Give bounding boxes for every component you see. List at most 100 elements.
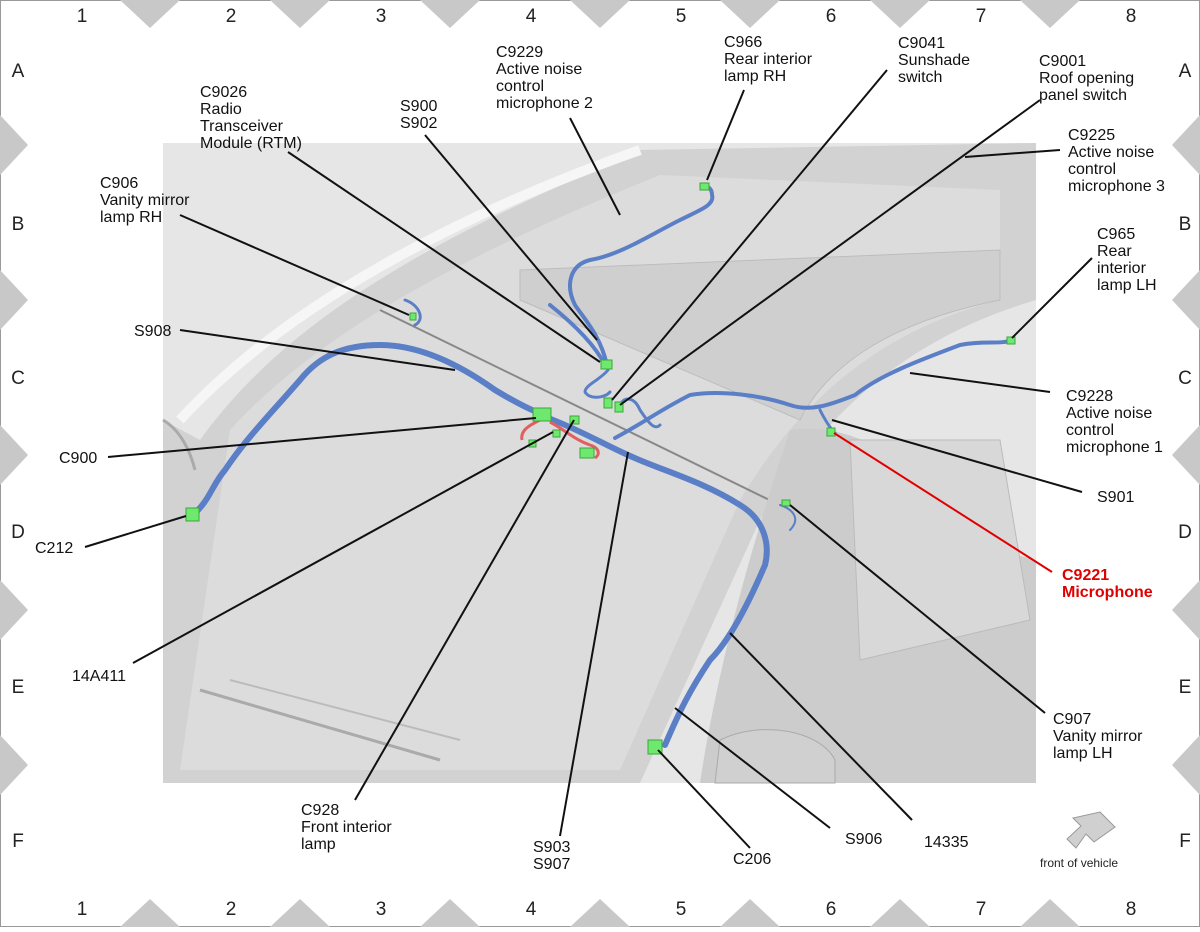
c9026-connector <box>600 359 613 370</box>
grid-col-2: 2 <box>225 6 237 27</box>
callout-s908-line1: S908 <box>134 323 172 340</box>
callout-c9001-line2: Roof opening <box>1039 70 1135 87</box>
callout-s900-line2: S902 <box>400 115 438 132</box>
grid-row-b: B <box>11 214 25 235</box>
grid-col-4: 4 <box>525 6 537 27</box>
callout-c907-line3: lamp LH <box>1053 745 1113 762</box>
callout-c9041-line3: switch <box>898 69 943 86</box>
callout-c9221: C9221 Microphone <box>1062 567 1153 601</box>
callout-c9041-line2: Sunshade <box>898 52 971 69</box>
callout-c900-line1: C900 <box>59 450 98 467</box>
callout-14a411: 14A411 <box>72 668 126 685</box>
c966-connector <box>699 182 710 191</box>
callout-c9026-line2: Radio <box>200 101 242 118</box>
callout-c9228-line4: microphone 1 <box>1066 439 1163 456</box>
callout-c965: C965 Rear interior lamp LH <box>1097 226 1157 294</box>
leader-lines <box>84 69 1093 849</box>
callout-s903-line2: S907 <box>533 856 571 873</box>
grid-col-1-bottom: 1 <box>76 899 88 920</box>
callout-c9225-line1: C9225 <box>1068 127 1116 144</box>
callout-c9229-line2: Active noise <box>496 61 583 78</box>
grid-col-6-bottom: 6 <box>825 899 837 920</box>
callout-c9228-line3: control <box>1066 422 1115 439</box>
callout-c928-line2: Front interior <box>301 819 392 836</box>
grid-col-8-bottom: 8 <box>1125 899 1137 920</box>
callout-c965-line3: interior <box>1097 260 1146 277</box>
grid-row-f-right: F <box>1179 831 1191 852</box>
grid-col-3: 3 <box>375 6 387 27</box>
c212-connector <box>185 507 200 522</box>
callout-s906: S906 <box>845 831 882 848</box>
grid-row-c: C <box>11 368 25 389</box>
callout-c9221-line1: C9221 <box>1062 567 1110 584</box>
callout-s900: S900 S902 <box>400 98 437 132</box>
front-arrow-icon <box>1066 811 1116 849</box>
c9221-leader-line <box>833 432 1053 573</box>
callout-c965-line4: lamp LH <box>1097 277 1157 294</box>
callout-s901: S901 <box>1097 489 1134 506</box>
grid-row-f: F <box>12 831 24 852</box>
callout-c9001: C9001 Roof opening panel switch <box>1039 53 1134 104</box>
grid-col-2-bottom: 2 <box>225 899 237 920</box>
grid-row-a-right: A <box>1178 61 1192 82</box>
c9221-connector <box>826 427 836 437</box>
grid-row-d: D <box>11 522 25 543</box>
callout-c9041-line1: C9041 <box>898 35 946 52</box>
grid-col-5: 5 <box>675 6 687 27</box>
callout-c906-line1: C906 <box>100 175 139 192</box>
callout-c9026-line1: C9026 <box>200 84 248 101</box>
grid-row-e-right: E <box>1178 677 1192 698</box>
callout-c9026-line3: Transceiver <box>200 118 283 135</box>
callout-c9001-line3: panel switch <box>1039 87 1128 104</box>
callout-c928: C928 Front interior lamp <box>301 802 392 853</box>
callout-14335-line1: 14335 <box>924 834 969 851</box>
callout-c9229-line1: C9229 <box>496 44 544 61</box>
callout-s900-line1: S900 <box>400 98 438 115</box>
callout-c9225-line2: Active noise <box>1068 144 1155 161</box>
callout-c928-line3: lamp <box>301 836 336 853</box>
c9041-connector <box>603 397 613 409</box>
callout-c966-line3: lamp RH <box>724 68 787 85</box>
callout-s906-line1: S906 <box>845 831 883 848</box>
grid-row-b-right: B <box>1178 214 1192 235</box>
callout-s908: S908 <box>134 323 171 340</box>
callout-c212-line1: C212 <box>35 540 74 557</box>
callout-c206: C206 <box>733 851 771 868</box>
grid-row-c-right: C <box>1178 368 1192 389</box>
callout-c907-line2: Vanity mirror <box>1053 728 1143 745</box>
callout-c965-line2: Rear <box>1097 243 1132 260</box>
grid-col-4-bottom: 4 <box>525 899 537 920</box>
callout-c9026: C9026 Radio Transceiver Module (RTM) <box>200 84 302 152</box>
callout-c906-line2: Vanity mirror <box>100 192 190 209</box>
callout-c907-line1: C907 <box>1053 711 1092 728</box>
grid-col-6: 6 <box>825 6 837 27</box>
callout-s901-line1: S901 <box>1097 489 1135 506</box>
callout-s903-line1: S903 <box>533 839 571 856</box>
callout-c9225-line3: control <box>1068 161 1117 178</box>
grid-row-e: E <box>11 677 25 698</box>
grid-row-a: A <box>11 61 25 82</box>
grid-col-1: 1 <box>76 6 88 27</box>
grid-col-5-bottom: 5 <box>675 899 687 920</box>
c900-connector <box>532 407 552 422</box>
callout-c928-line1: C928 <box>301 802 340 819</box>
s903-connector <box>569 415 580 425</box>
callout-c9221-line2: Microphone <box>1062 584 1153 601</box>
callout-c965-line1: C965 <box>1097 226 1136 243</box>
callout-s903: S903 S907 <box>533 839 570 873</box>
callout-c9228: C9228 Active noise control microphone 1 <box>1066 388 1163 456</box>
callout-c9001-line1: C9001 <box>1039 53 1087 70</box>
callout-c900: C900 <box>59 450 97 467</box>
callout-c9228-line1: C9228 <box>1066 388 1114 405</box>
c928-lamp-connector <box>579 447 595 459</box>
callout-c9026-line4: Module (RTM) <box>200 135 302 152</box>
c965-connector <box>1006 336 1016 345</box>
callout-c966-line2: Rear interior <box>724 51 813 68</box>
grid-col-8: 8 <box>1125 6 1137 27</box>
grid-row-d-right: D <box>1178 522 1192 543</box>
c906-connector <box>409 312 417 321</box>
callout-c966: C966 Rear interior lamp RH <box>724 34 812 85</box>
